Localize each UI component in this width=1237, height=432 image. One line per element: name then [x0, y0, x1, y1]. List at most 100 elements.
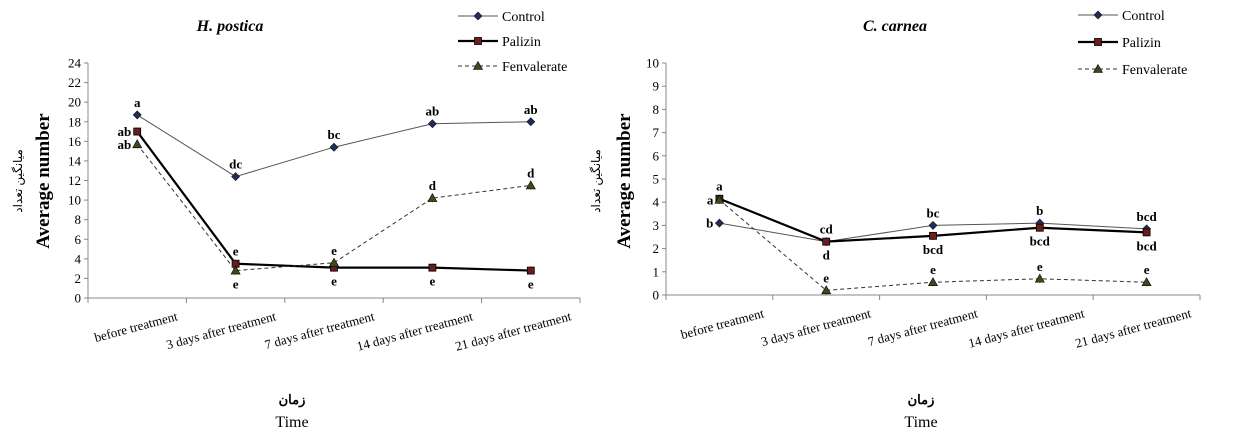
significance-letter: e: [233, 277, 239, 292]
data-point: [329, 142, 339, 152]
data-point: [1035, 223, 1044, 232]
data-point: [822, 237, 831, 246]
y-axis-label: Average number: [33, 113, 54, 249]
data-point: [133, 127, 142, 136]
x-axis-label-persian: زمان: [279, 392, 306, 408]
data-point: [927, 277, 939, 287]
significance-letter: bcd: [1030, 234, 1051, 249]
data-point: [1034, 273, 1045, 283]
data-point: [526, 117, 536, 127]
x-axis-label: Time: [904, 414, 937, 431]
data-point: [714, 194, 725, 204]
data-point: [328, 257, 340, 267]
y-axis-label-persian: میانگین تعداد: [589, 149, 603, 213]
significance-letter: e: [930, 262, 936, 277]
significance-letter: e: [823, 270, 829, 285]
data-point: [132, 139, 143, 149]
y-tick-label: 10: [646, 56, 659, 71]
legend-marker: [473, 11, 483, 21]
legend-label: Fenvalerate: [502, 60, 567, 75]
y-tick-label: 24: [68, 56, 82, 71]
y-axis-label-persian: میانگین تعداد: [11, 149, 25, 213]
x-tick-label: 21 days after treatment: [1073, 305, 1193, 351]
significance-letter: d: [823, 248, 831, 263]
data-point: [1141, 277, 1152, 287]
legend-marker: [1094, 38, 1102, 46]
y-tick-label: 2: [75, 271, 82, 286]
series-fenvalerate: a e e e e: [707, 192, 1152, 295]
significance-letter: e: [331, 274, 337, 289]
significance-letter: a: [707, 192, 714, 207]
data-point: [525, 180, 536, 190]
significance-letter: bcd: [1136, 238, 1157, 253]
y-tick-label: 18: [68, 114, 81, 129]
x-tick-label: 14 days after treatment: [967, 305, 1087, 351]
data-point: [427, 193, 438, 202]
y-tick-label: 0: [653, 288, 660, 303]
legend-marker: [1093, 10, 1103, 20]
y-tick-label: 4: [653, 195, 660, 210]
data-point: [821, 285, 832, 295]
y-tick-label: 10: [68, 193, 81, 208]
data-point: [928, 220, 938, 230]
data-point: [929, 231, 937, 240]
data-point: [428, 263, 437, 272]
y-tick-label: 2: [653, 241, 660, 256]
significance-letter: d: [527, 165, 535, 180]
y-tick-label: 12: [68, 173, 81, 188]
y-axis-label: Average number: [614, 113, 635, 249]
significance-letter: d: [429, 178, 437, 193]
series-line: [136, 143, 531, 272]
x-axis-label: Time: [275, 414, 308, 431]
significance-letter: bcd: [923, 242, 944, 257]
significance-letter: bc: [328, 127, 341, 142]
y-tick-label: 5: [653, 172, 660, 187]
data-point: [132, 110, 142, 120]
y-tick-label: 6: [75, 232, 82, 247]
significance-letter: cd: [820, 222, 834, 237]
legend-label: Control: [502, 10, 545, 25]
significance-letter: ab: [524, 102, 538, 117]
significance-letter: e: [1144, 262, 1150, 277]
significance-letter: e: [331, 243, 337, 258]
significance-letter: b: [1036, 203, 1043, 218]
series-palizin: ab e e e e: [117, 124, 535, 292]
x-tick-label: 7 days after treatment: [866, 305, 979, 349]
data-point: [230, 265, 241, 275]
y-tick-label: 8: [75, 212, 82, 227]
legend-label: Fenvalerate: [1122, 63, 1187, 78]
significance-letter: dc: [229, 157, 242, 172]
series-fenvalerate: ab e e d d: [117, 137, 536, 292]
chart-title: C. carnea: [863, 18, 927, 35]
y-tick-label: 7: [653, 125, 660, 140]
data-point: [1142, 228, 1151, 237]
data-point: [526, 266, 535, 275]
x-tick-label: before treatment: [679, 305, 766, 342]
legend-label: Control: [1122, 9, 1165, 24]
chart-title: H. postica: [196, 18, 264, 35]
data-point: [427, 119, 437, 129]
significance-letter: ab: [426, 104, 440, 119]
legend-marker: [472, 60, 484, 70]
x-axis-label-persian: زمان: [908, 392, 935, 408]
y-tick-label: 0: [75, 291, 82, 306]
significance-letter: ab: [117, 124, 131, 139]
y-tick-label: 16: [68, 134, 82, 149]
significance-letter: bc: [927, 205, 940, 220]
y-tick-label: 6: [653, 148, 660, 163]
y-tick-label: 4: [75, 251, 82, 266]
y-tick-label: 1: [653, 264, 660, 279]
significance-letter: bcd: [1136, 209, 1157, 224]
series-control: a dc bc ab ab: [132, 95, 538, 182]
y-tick-label: 22: [68, 75, 81, 90]
x-tick-label: 3 days after treatment: [165, 308, 278, 352]
significance-letter: ab: [117, 137, 131, 152]
y-tick-label: 20: [68, 95, 81, 110]
y-tick-label: 14: [68, 153, 82, 168]
legend-label: Palizin: [1122, 36, 1161, 51]
legend-marker: [1092, 63, 1104, 73]
